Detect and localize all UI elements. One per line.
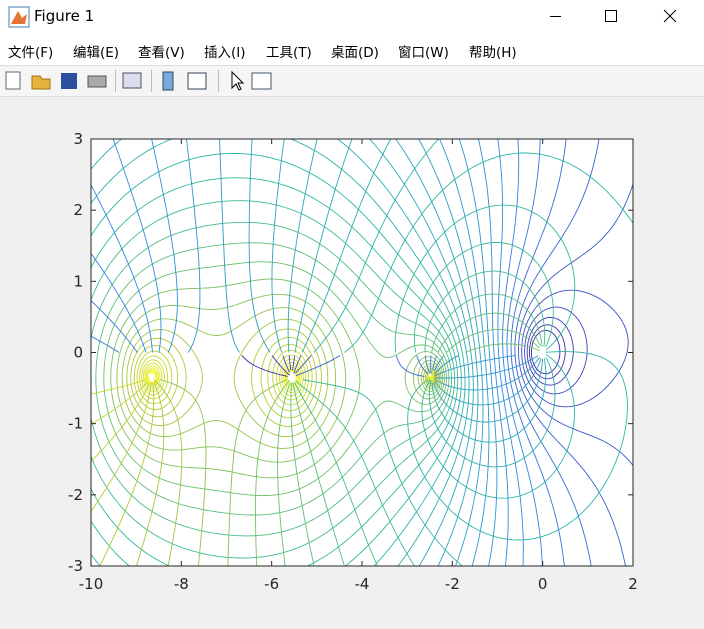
print-icon[interactable] — [87, 75, 107, 88]
contour-line — [185, 138, 516, 377]
legend-icon[interactable] — [187, 72, 207, 90]
contour-line — [271, 355, 290, 376]
contour-line — [301, 138, 556, 468]
contour-line — [103, 261, 447, 497]
y-tick-label: -1 — [68, 415, 83, 433]
contour-line — [395, 355, 425, 378]
menu-bar: 文件(F) 编辑(E) 查看(V) 插入(I) 工具(T) 桌面(D) 窗口(W) 帮助(H) — [0, 33, 704, 65]
contour-line — [292, 355, 296, 371]
contour-line — [288, 355, 292, 371]
contour-line — [241, 355, 288, 378]
contour-line — [90, 200, 455, 559]
menu-item[interactable]: 插入(I) — [204, 45, 246, 61]
contour-line — [255, 343, 540, 567]
contour-line — [287, 138, 544, 423]
contour-line — [227, 379, 288, 567]
contour-line — [277, 329, 541, 567]
contour-line — [160, 379, 207, 567]
contour-line — [219, 138, 539, 379]
close[interactable] — [663, 9, 677, 23]
contour-line — [116, 293, 444, 463]
contour-line — [151, 138, 459, 375]
contour-line — [313, 138, 575, 499]
toolbar-icons — [5, 70, 272, 92]
contour-line — [344, 152, 634, 541]
contour-line — [90, 253, 432, 374]
contour-line — [90, 379, 146, 395]
save-icon[interactable] — [61, 73, 77, 89]
y-tick-label: -2 — [68, 486, 83, 504]
contour-line — [290, 312, 541, 567]
contour-line — [294, 138, 547, 443]
contour-line — [295, 242, 554, 567]
contour-line — [497, 138, 524, 567]
contour-line — [395, 138, 479, 567]
menu-item[interactable]: 窗口(W) — [398, 45, 449, 61]
contour-line — [90, 300, 431, 374]
contour-line — [458, 138, 498, 567]
contour-line — [90, 382, 152, 512]
y-tick-label: 0 — [73, 344, 83, 362]
app-icon — [8, 6, 30, 28]
contour-line — [282, 355, 291, 373]
menu-item[interactable]: 工具(T) — [266, 45, 312, 61]
contour-line — [133, 336, 438, 419]
contour-line — [295, 355, 312, 374]
x-tick-label: -4 — [355, 575, 370, 593]
contour-line — [142, 358, 435, 397]
y-tick-label: 2 — [73, 201, 83, 219]
contour-line — [90, 335, 429, 375]
y-tick-label: 3 — [73, 130, 83, 148]
contour-line — [135, 382, 165, 567]
contour-line — [521, 289, 629, 408]
contour-line — [295, 355, 341, 377]
contour-line — [292, 293, 543, 567]
contour-line — [248, 138, 541, 391]
colorbar-icon[interactable] — [162, 71, 174, 91]
contour-line — [126, 318, 441, 438]
pointer-icon[interactable] — [231, 70, 245, 91]
open-icon[interactable] — [31, 75, 51, 90]
x-tick-label: -10 — [79, 575, 104, 593]
menu-item[interactable]: 编辑(E) — [73, 45, 120, 61]
y-tick-label: -3 — [68, 557, 83, 575]
contour-line — [293, 355, 302, 374]
x-tick-label: -2 — [445, 575, 460, 593]
y-tick-label: 1 — [73, 272, 83, 290]
contour-line — [139, 349, 437, 406]
window-title: Figure 1 — [34, 7, 95, 25]
contour-line — [506, 139, 565, 567]
toolbar — [0, 65, 704, 97]
x-tick-label: 0 — [538, 575, 548, 593]
contour-line — [141, 354, 436, 401]
maximize[interactable] — [605, 10, 617, 22]
menu-item[interactable]: 帮助(H) — [469, 45, 517, 61]
link-icon[interactable] — [122, 72, 142, 89]
contour-line — [90, 177, 459, 567]
contour-line — [271, 138, 542, 406]
menu-item[interactable]: 桌面(D) — [331, 45, 379, 61]
contour-line — [90, 184, 438, 371]
contour-line — [112, 138, 445, 372]
contour-line — [418, 138, 484, 567]
x-tick-label: 2 — [628, 575, 638, 593]
contour-line — [153, 379, 183, 567]
contour-line — [294, 270, 546, 567]
x-tick-label: -8 — [174, 575, 189, 593]
window-controls — [550, 9, 677, 23]
contour-line — [121, 307, 442, 449]
contour-line — [90, 221, 453, 537]
title-bar: Figure 1 — [0, 0, 704, 33]
panel-icon[interactable] — [251, 72, 272, 90]
contour-line — [302, 204, 576, 567]
menu-item[interactable]: 文件(F) — [8, 45, 54, 61]
x-tick-label: -6 — [264, 575, 279, 593]
new-icon[interactable] — [5, 71, 21, 90]
menu-item[interactable]: 查看(V) — [138, 45, 185, 61]
contour-line — [526, 317, 574, 386]
contour-line — [90, 152, 462, 567]
contour-line — [517, 184, 634, 466]
